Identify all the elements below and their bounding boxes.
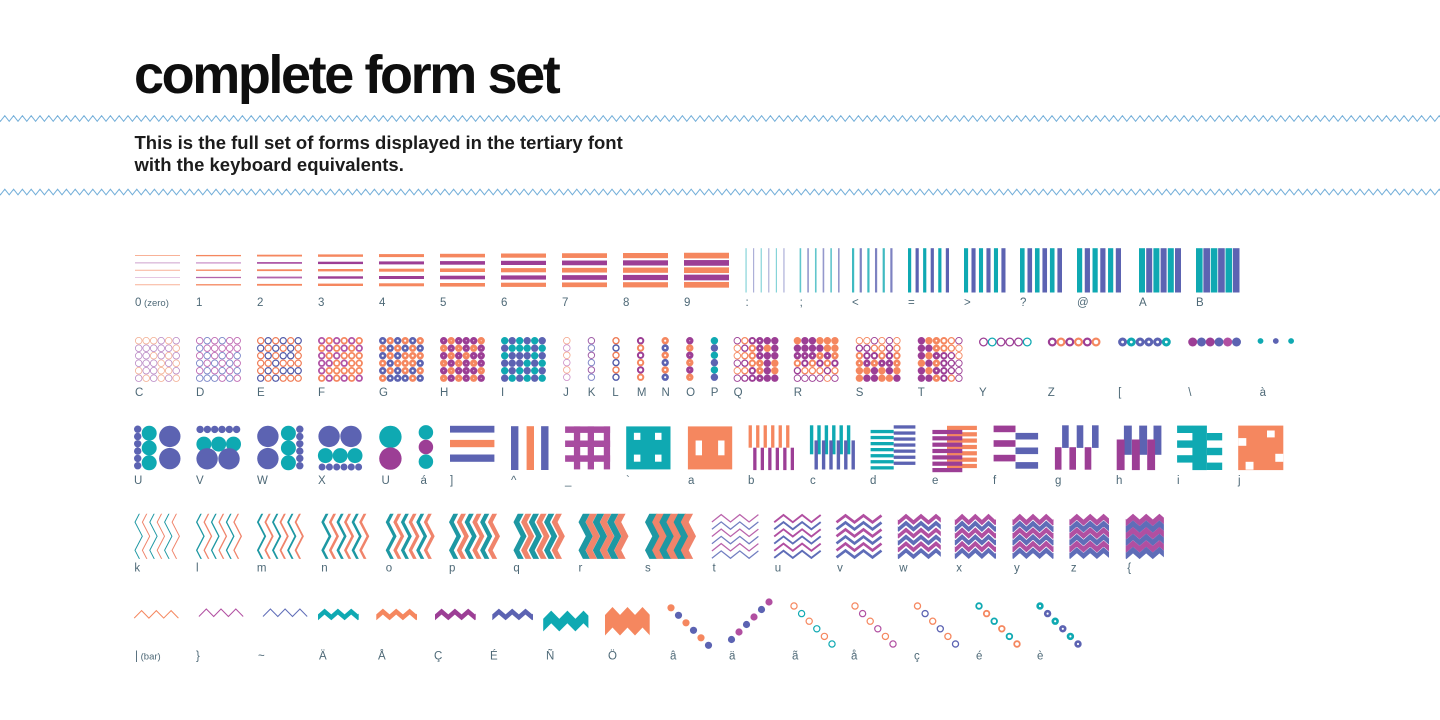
svg-text:7: 7 (562, 297, 568, 309)
svg-text:w: w (898, 563, 908, 575)
svg-text:n: n (321, 563, 327, 575)
svg-text:k: k (134, 563, 140, 575)
svg-text:a: a (688, 475, 695, 487)
svg-text:U: U (382, 475, 390, 487)
svg-text:x: x (956, 563, 962, 575)
svg-text:?: ? (1020, 297, 1026, 309)
svg-text:complete form set: complete form set (134, 45, 561, 105)
svg-text:M: M (637, 387, 647, 399)
svg-text:i: i (1177, 475, 1180, 487)
svg-text:3: 3 (318, 297, 324, 309)
svg-text:â: â (670, 651, 677, 663)
svg-text:with the keyboard equivalents.: with the keyboard equivalents. (134, 154, 404, 175)
svg-text:O: O (686, 387, 695, 399)
svg-text:Z: Z (1048, 387, 1055, 399)
svg-text:å: å (851, 651, 858, 663)
svg-text:v: v (837, 563, 843, 575)
svg-text:0 (zero): 0 (zero) (135, 297, 169, 309)
svg-text:]: ] (450, 475, 453, 487)
svg-text:=: = (908, 297, 915, 309)
svg-text:2: 2 (257, 297, 263, 309)
svg-text:m: m (257, 563, 267, 575)
svg-text:| (bar): | (bar) (135, 651, 161, 663)
svg-text:h: h (1116, 475, 1122, 487)
svg-text:á: á (421, 475, 428, 487)
svg-text:é: é (976, 651, 982, 663)
svg-text:d: d (870, 475, 876, 487)
svg-text:Ç: Ç (434, 651, 442, 663)
svg-text:K: K (588, 387, 596, 399)
svg-text:ã: ã (792, 651, 799, 663)
svg-text:g: g (1055, 475, 1061, 487)
svg-text:Å: Å (378, 650, 386, 663)
svg-text:G: G (379, 387, 388, 399)
svg-text:U: U (134, 475, 142, 487)
svg-text::: : (746, 297, 749, 309)
svg-text:l: l (196, 563, 199, 575)
svg-text:9: 9 (684, 297, 690, 309)
svg-text:@: @ (1077, 297, 1089, 309)
svg-text:R: R (794, 387, 802, 399)
svg-text:This is the full set of forms: This is the full set of forms displayed … (135, 132, 623, 153)
svg-text:S: S (856, 387, 864, 399)
svg-text:A: A (1139, 297, 1147, 309)
svg-text:X: X (318, 475, 326, 487)
svg-text:>: > (964, 297, 971, 309)
svg-text:É: É (490, 650, 498, 663)
svg-text:f: f (993, 475, 997, 487)
svg-text:j: j (1237, 475, 1241, 487)
svg-text:_: _ (564, 475, 572, 487)
svg-text:6: 6 (501, 297, 507, 309)
svg-text:5: 5 (440, 297, 446, 309)
svg-text:4: 4 (379, 297, 386, 309)
svg-text:y: y (1014, 563, 1020, 575)
svg-text:ä: ä (729, 651, 736, 663)
svg-text:s: s (645, 563, 651, 575)
svg-text:Ä: Ä (319, 651, 327, 663)
svg-text:r: r (579, 563, 583, 575)
svg-text:C: C (135, 387, 143, 399)
svg-text:;: ; (800, 297, 803, 309)
svg-text:B: B (1196, 297, 1204, 309)
svg-text:Y: Y (979, 387, 987, 399)
svg-text:F: F (318, 387, 325, 399)
svg-text:D: D (196, 387, 204, 399)
svg-text:T: T (918, 387, 925, 399)
svg-text:\: \ (1188, 387, 1192, 399)
svg-text:`: ` (626, 475, 630, 487)
svg-text:W: W (257, 475, 268, 487)
svg-text:p: p (449, 563, 455, 575)
svg-text:b: b (748, 475, 754, 487)
svg-text:1: 1 (196, 297, 202, 309)
svg-text:8: 8 (623, 297, 629, 309)
svg-text:I: I (501, 387, 504, 399)
svg-text:P: P (711, 387, 719, 399)
svg-text:}: } (196, 651, 200, 663)
svg-text:N: N (662, 387, 670, 399)
svg-text:H: H (440, 387, 448, 399)
svg-text:è: è (1037, 651, 1043, 663)
svg-text:à: à (1260, 387, 1267, 399)
svg-text:c: c (810, 475, 816, 487)
svg-text:J: J (563, 387, 569, 399)
svg-text:u: u (775, 563, 781, 575)
svg-text:t: t (713, 563, 717, 575)
svg-text:^: ^ (511, 475, 517, 487)
svg-text:Q: Q (734, 387, 743, 399)
svg-text:q: q (513, 563, 519, 575)
svg-text:{: { (1127, 563, 1131, 575)
svg-text:Ö: Ö (608, 651, 617, 663)
svg-text:V: V (196, 475, 204, 487)
svg-text:z: z (1071, 563, 1077, 575)
svg-text:Ñ: Ñ (546, 650, 554, 663)
svg-text:ç: ç (914, 651, 920, 663)
svg-text:E: E (257, 387, 265, 399)
svg-text:e: e (932, 475, 938, 487)
svg-text:L: L (612, 387, 619, 399)
svg-text:o: o (386, 563, 392, 575)
svg-text:<: < (852, 297, 859, 309)
svg-text:[: [ (1118, 387, 1122, 399)
svg-text:~: ~ (258, 651, 265, 663)
